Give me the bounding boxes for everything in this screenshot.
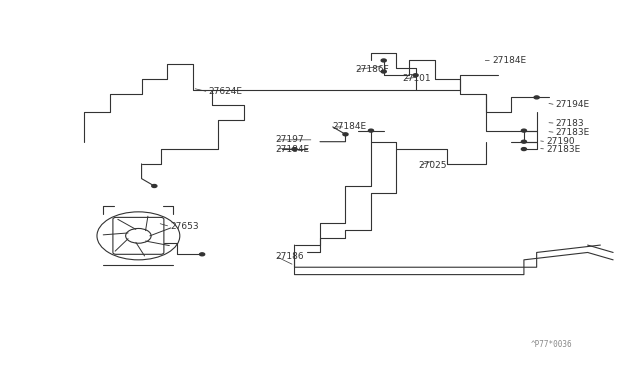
Text: 27197: 27197 (275, 135, 304, 144)
Text: 27186: 27186 (275, 251, 304, 261)
Circle shape (343, 133, 348, 136)
Text: ^P77*0036: ^P77*0036 (531, 340, 572, 349)
Circle shape (413, 74, 418, 77)
Circle shape (534, 96, 540, 99)
Text: 27190: 27190 (546, 137, 575, 146)
Text: 27101: 27101 (403, 74, 431, 83)
Text: 27184E: 27184E (275, 145, 310, 154)
Circle shape (152, 185, 157, 187)
Circle shape (381, 59, 387, 62)
Text: 27183E: 27183E (556, 128, 590, 137)
Circle shape (522, 129, 527, 132)
Circle shape (381, 70, 387, 73)
Circle shape (522, 140, 527, 143)
Text: 27653: 27653 (170, 222, 199, 231)
Circle shape (522, 148, 527, 151)
Text: 27194E: 27194E (556, 100, 590, 109)
Circle shape (200, 253, 205, 256)
Circle shape (292, 148, 297, 151)
Text: 27624E: 27624E (209, 87, 243, 96)
Text: 27184E: 27184E (333, 122, 367, 131)
Text: 27025: 27025 (419, 161, 447, 170)
Circle shape (369, 129, 374, 132)
Text: 27184E: 27184E (492, 56, 526, 65)
Text: 27186F: 27186F (355, 65, 388, 74)
Text: 27183: 27183 (556, 119, 584, 128)
Text: 27183E: 27183E (546, 145, 580, 154)
